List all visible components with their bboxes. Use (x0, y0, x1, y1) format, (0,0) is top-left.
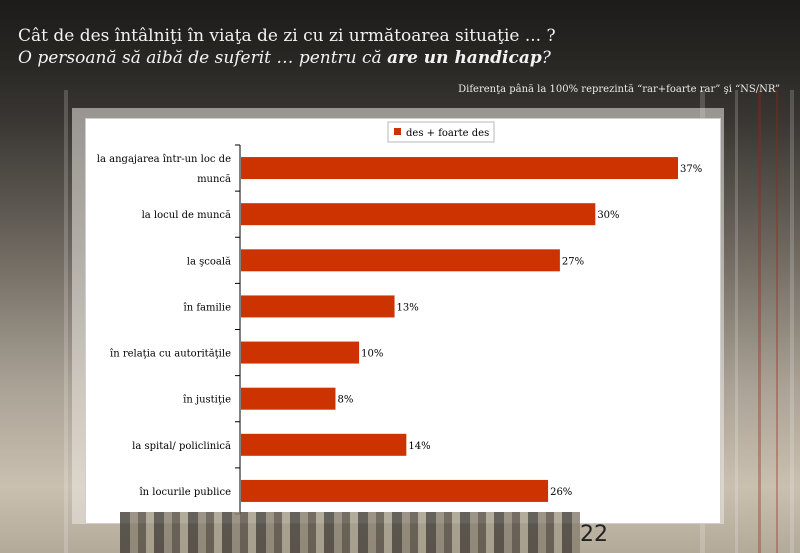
bar (241, 341, 360, 364)
category-label: la spital/ policlinică (132, 441, 231, 452)
value-label: 13% (397, 302, 419, 313)
category-label: la şcoală (187, 256, 231, 267)
value-label: 30% (597, 210, 619, 221)
category-label: în familie (184, 302, 232, 313)
bar (241, 157, 678, 180)
bar (241, 249, 560, 272)
slide-title: Cât de des întâlniţi în viaţa de zi cu z… (18, 26, 556, 68)
title-subquestion-suffix: ? (541, 48, 551, 68)
category-label: muncă (197, 174, 231, 185)
category-label: în relaţia cu autorităţile (110, 349, 231, 360)
legend-box (387, 121, 495, 143)
value-label: 37% (680, 164, 702, 175)
title-subquestion-prefix: O persoană să aibă de suferit … pentru c… (18, 48, 388, 68)
bar (241, 203, 596, 226)
legend-label: des + foarte des (406, 128, 489, 139)
title-subquestion-emphasis: are un handicap (387, 48, 542, 68)
category-label: la locul de muncă (142, 210, 231, 221)
chart-panel (85, 118, 721, 524)
photo-strip (120, 512, 580, 553)
value-label: 10% (361, 349, 383, 360)
title-subquestion: O persoană să aibă de suferit … pentru c… (18, 48, 556, 68)
value-label: 14% (408, 441, 430, 452)
category-label: în locurile publice (139, 487, 231, 498)
value-label: 27% (562, 256, 584, 267)
category-label: la angajarea într-un loc de (97, 154, 231, 165)
legend-swatch (394, 128, 401, 135)
bar (241, 295, 395, 318)
bar (241, 433, 407, 456)
value-label: 8% (337, 395, 353, 406)
bar (241, 387, 336, 410)
difference-note: Diferenţa până la 100% reprezintă “rar+f… (458, 84, 780, 95)
value-label: 26% (550, 487, 572, 498)
page-number: 22 (580, 522, 608, 547)
title-question: Cât de des întâlniţi în viaţa de zi cu z… (18, 26, 556, 46)
bar (241, 479, 549, 502)
category-label: în justiţie (183, 395, 231, 406)
